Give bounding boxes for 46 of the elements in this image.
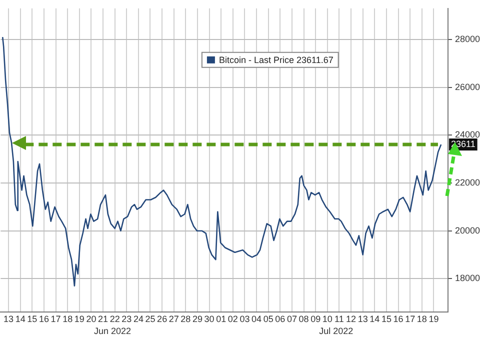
x-tick-label: 08 [298, 314, 309, 324]
x-tick-label: 01 [216, 314, 226, 324]
x-tick-label: 22 [110, 314, 120, 324]
x-tick-label: 10 [322, 314, 332, 324]
x-tick-label: 15 [381, 314, 392, 324]
x-tick-label: 18 [62, 314, 73, 324]
x-tick-label: 20 [86, 314, 96, 324]
x-tick-label: 09 [310, 314, 321, 324]
x-tick-label: 17 [50, 314, 61, 324]
x-tick-label: 24 [133, 314, 144, 324]
x-tick-label: 18 [416, 314, 427, 324]
x-tick-label: 05 [263, 314, 274, 324]
y-tick-label: 26000 [454, 82, 480, 92]
x-tick-label: 25 [145, 314, 156, 324]
text: Jul 2022 [319, 326, 354, 336]
y-tick-label: 20000 [454, 225, 480, 236]
y-tick-label: 18000 [454, 273, 480, 284]
x-tick-label: 26 [157, 314, 168, 324]
x-tick-label: 03 [240, 314, 250, 324]
x-tick-label: 19 [428, 314, 439, 324]
x-tick-label: 15 [27, 314, 38, 324]
x-tick-label: 14 [370, 314, 380, 324]
x-tick-label: 04 [252, 314, 262, 324]
x-tick-label: 11 [334, 314, 344, 324]
x-tick-label: 27 [168, 314, 179, 324]
y-tick-label: 22000 [454, 178, 480, 188]
x-tick-label: 07 [286, 314, 297, 324]
x-tick-label: 28 [180, 314, 191, 324]
x-tick-label: 13 [358, 314, 368, 324]
x-tick-label: 12 [346, 314, 356, 324]
x-tick-label: 02 [228, 314, 238, 324]
x-tick-label: 16 [393, 314, 404, 324]
x-tick-label: 19 [74, 314, 84, 324]
y-tick-label: 28000 [454, 34, 480, 44]
x-tick-label: 29 [192, 314, 202, 324]
x-tick-label: 21 [98, 314, 108, 324]
x-tick-label: 30 [204, 314, 214, 324]
legend-label: Bitcoin - Last Price 23611.67 [218, 54, 334, 65]
x-tick-label: 23 [122, 314, 132, 324]
x-tick-label: 14 [15, 314, 26, 324]
y-tick-label: 24000 [454, 130, 480, 140]
x-tick-label: 16 [38, 314, 49, 324]
x-tick-label: 17 [405, 314, 416, 324]
x-tick-label: 13 [4, 314, 14, 324]
text: Jun 2022 [94, 326, 132, 336]
x-tick-label: 06 [275, 314, 286, 324]
